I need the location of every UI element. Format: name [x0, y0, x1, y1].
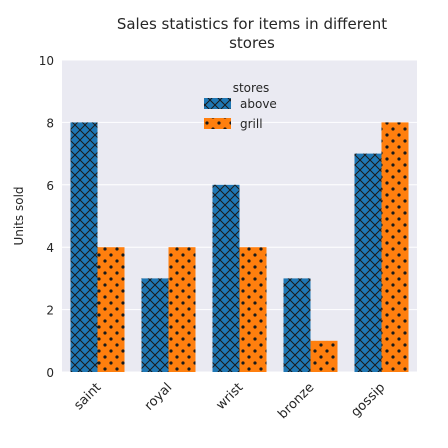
bar-hatch-above-bronze [284, 278, 311, 372]
y-tick-label: 0 [46, 366, 54, 380]
y-axis: 0 2 4 6 8 10 [39, 54, 54, 380]
bar-hatch-grill-saint [98, 247, 125, 372]
legend-swatch-hatch-above [204, 98, 231, 109]
y-tick-label: 6 [46, 179, 54, 193]
y-tick-label: 2 [46, 304, 54, 318]
legend-title: stores [233, 81, 270, 95]
bar-hatch-grill-bronze [311, 341, 338, 372]
y-tick-label: 4 [46, 241, 54, 255]
bar-hatch-above-gossip [355, 154, 382, 372]
chart-title-line-2: stores [229, 34, 275, 52]
y-tick-label: 10 [39, 54, 54, 68]
x-tick-label: bronze [275, 380, 317, 422]
bar-hatch-above-saint [71, 122, 98, 372]
x-axis: saint royal wrist bronze gossip [71, 380, 388, 422]
x-tick-label: wrist [213, 380, 246, 413]
chart-title-line-1: Sales statistics for items in different [117, 15, 387, 33]
bar-hatch-above-wrist [213, 185, 240, 372]
x-tick-label: gossip [348, 380, 388, 420]
y-tick-label: 8 [46, 116, 54, 130]
bar-hatch-above-royal [142, 278, 169, 372]
legend-swatch-hatch-grill [204, 118, 231, 129]
y-axis-label: Units sold [12, 186, 26, 245]
legend-label-above: above [240, 97, 277, 111]
bar-hatch-grill-gossip [382, 122, 409, 372]
legend-label-grill: grill [240, 117, 263, 131]
bar-hatch-grill-royal [169, 247, 196, 372]
x-tick-label: saint [71, 380, 104, 413]
x-tick-label: royal [142, 380, 175, 413]
bar-hatch-grill-wrist [240, 247, 267, 372]
